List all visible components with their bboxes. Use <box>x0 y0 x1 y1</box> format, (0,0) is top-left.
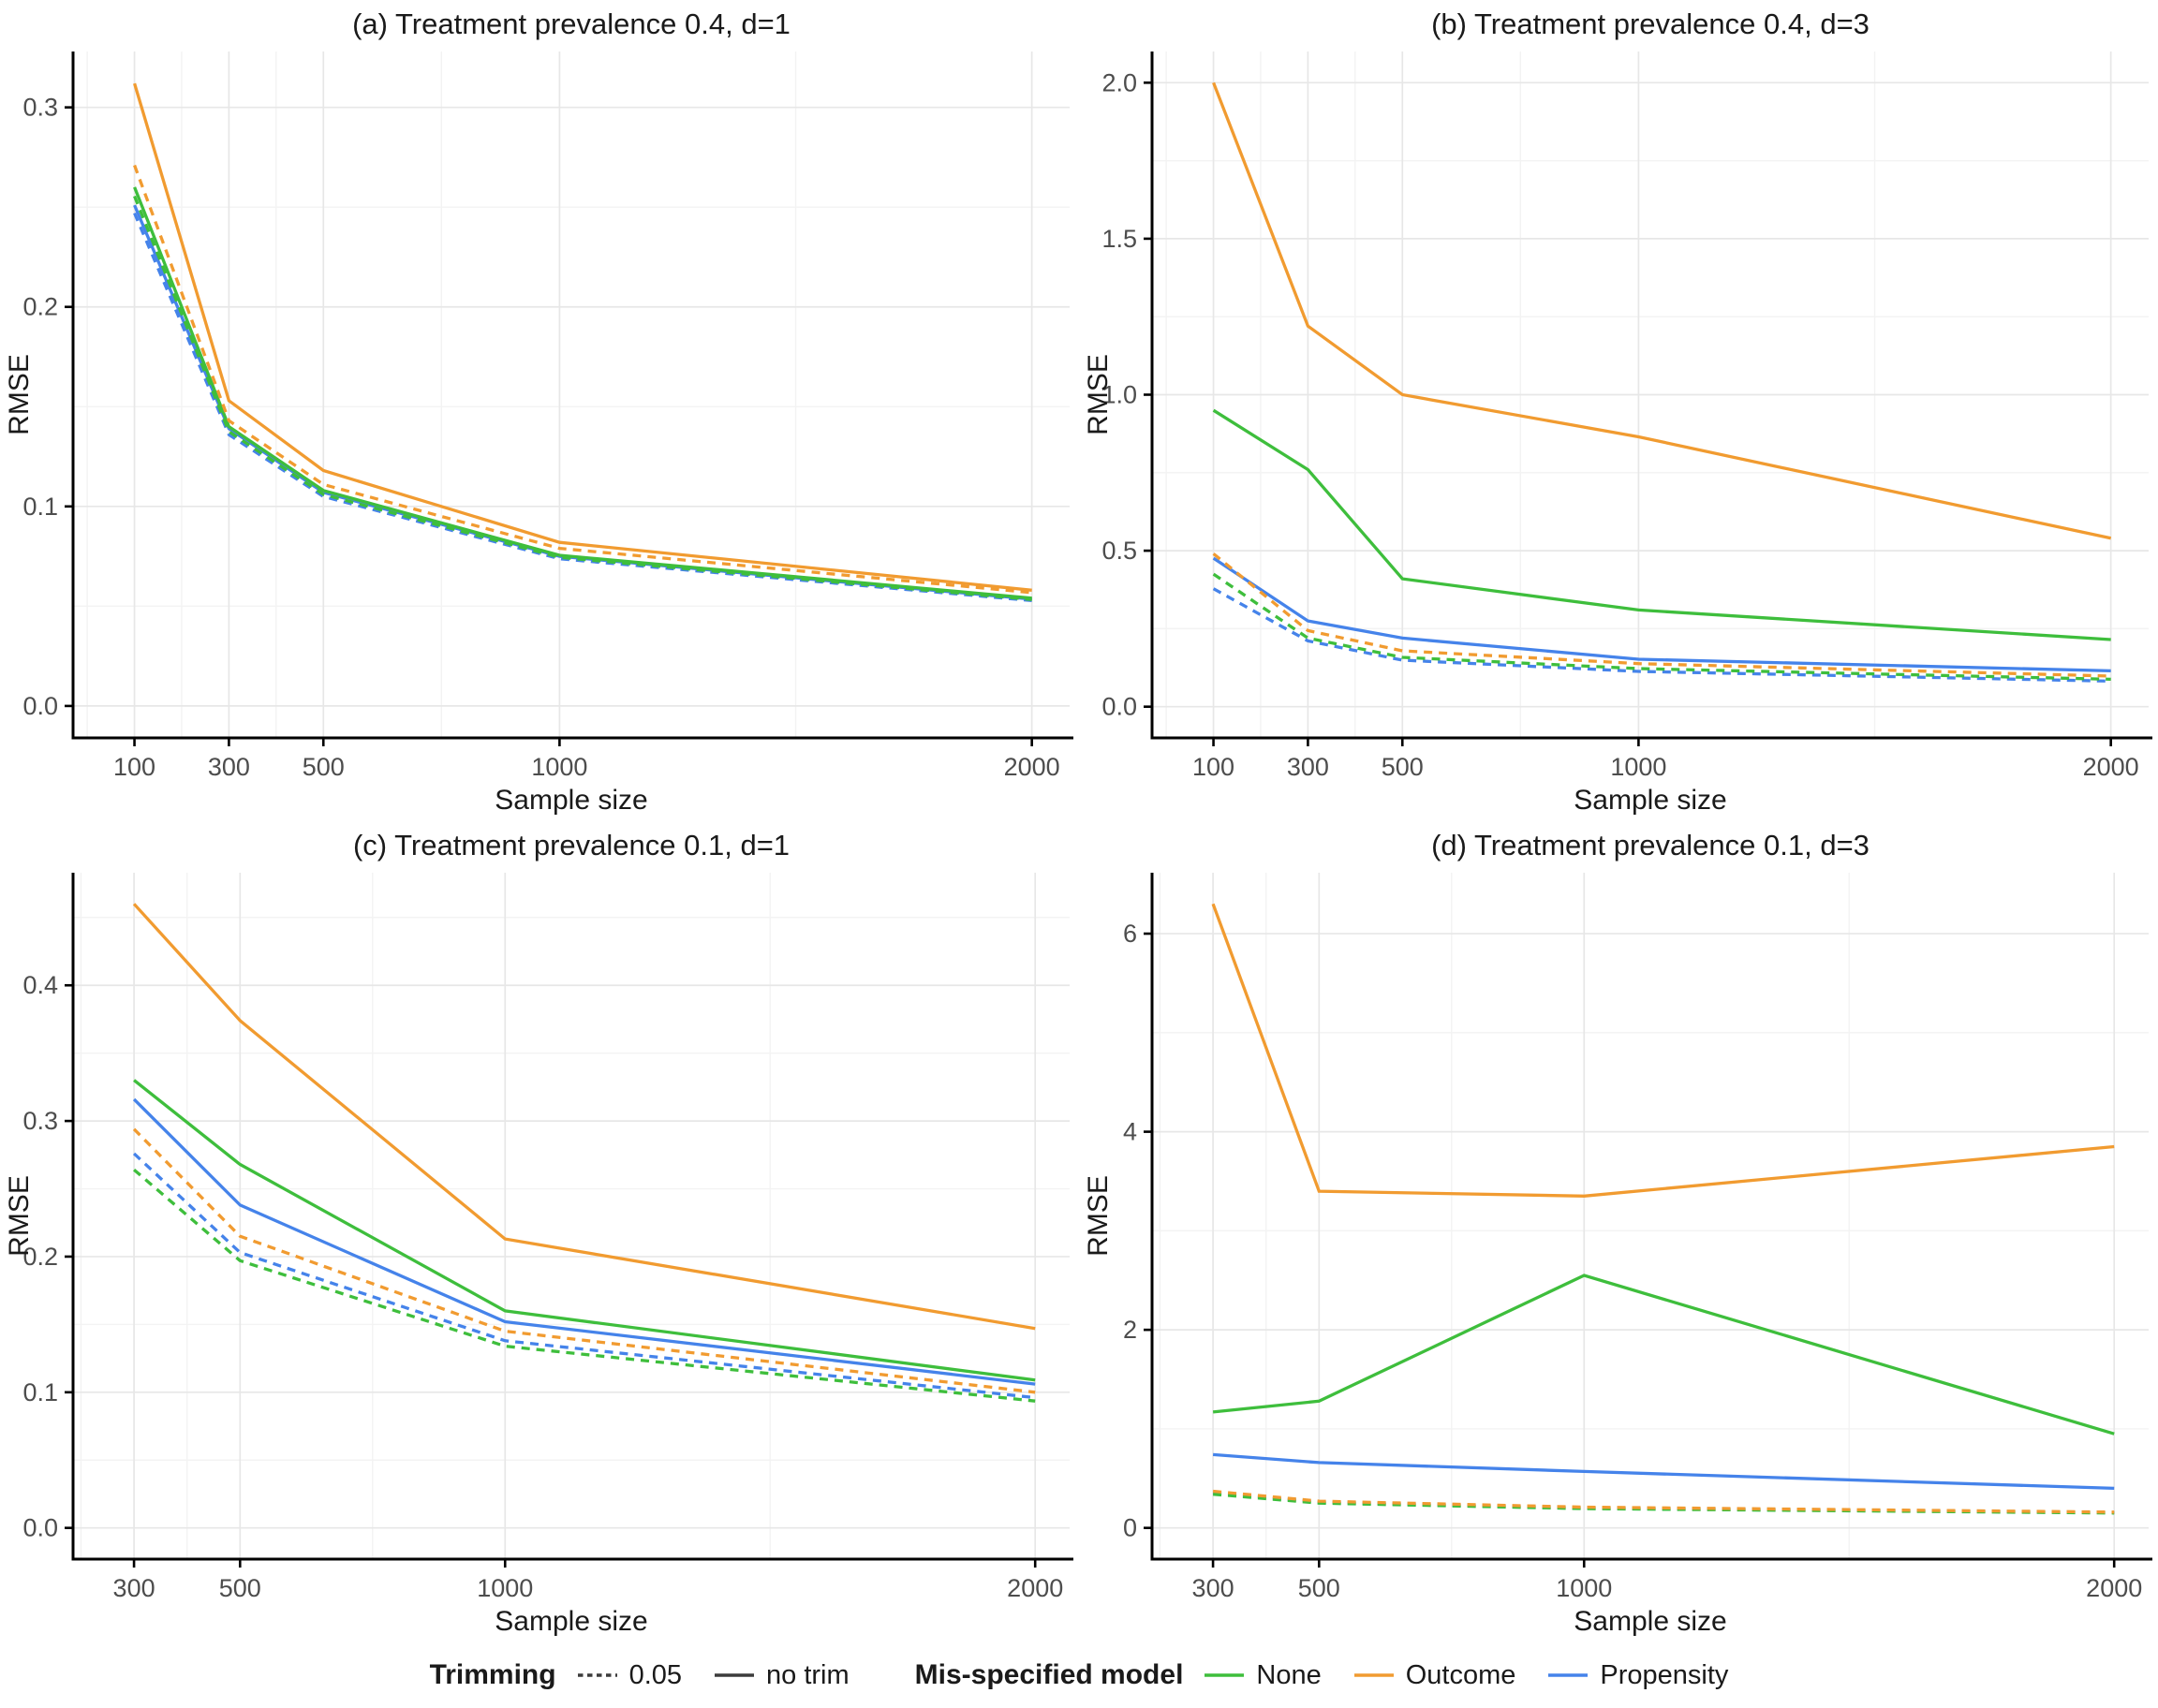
panel-title: (b) Treatment prevalence 0.4, d=3 <box>1431 7 1870 40</box>
legend-label-005: 0.05 <box>628 1659 683 1690</box>
y-tick-label: 0.0 <box>1101 693 1137 721</box>
legend-item-none: None <box>1204 1659 1322 1691</box>
x-axis-label: Sample size <box>1574 785 1726 816</box>
x-axis-label: Sample size <box>1574 1606 1726 1637</box>
legend-label-outcome: Outcome <box>1405 1659 1516 1690</box>
y-tick-label: 2.0 <box>1101 68 1137 96</box>
x-tick-label: 100 <box>1192 753 1234 781</box>
y-tick-label: 6 <box>1123 920 1137 948</box>
x-tick-label: 2000 <box>1007 1574 1063 1602</box>
panel-a: 100 300 500 1000 2000 0.0 0.1 0.2 0.3 (a) Treatme… <box>0 0 1079 821</box>
series-line-propensity-notrim <box>133 204 1032 601</box>
y-tick-label: 0.1 <box>22 493 58 521</box>
y-axis-label: RMSE <box>1083 1175 1114 1257</box>
x-tick-label: 2000 <box>1004 753 1060 781</box>
panel-title: (d) Treatment prevalence 0.1, d=3 <box>1431 829 1870 861</box>
y-tick-label: 0.2 <box>22 1243 58 1271</box>
panel-title: (c) Treatment prevalence 0.1, d=1 <box>353 829 790 861</box>
x-tick-label: 500 <box>1382 753 1424 781</box>
y-axis-label: RMSE <box>1083 354 1114 435</box>
legend-model-title: Mis-specified model <box>914 1659 1184 1690</box>
y-tick-label: 0.4 <box>22 971 58 999</box>
series-line-none-notrim <box>133 186 1032 600</box>
chart-svg-d: 300 500 1000 2000 0 2 4 6 (d) Treatment prevalen… <box>1083 829 2152 1637</box>
legend-item-propensity: Propensity <box>1547 1660 1728 1691</box>
y-axis-label: RMSE <box>4 1175 35 1257</box>
y-tick-label: 0 <box>1123 1514 1137 1542</box>
x-tick-label: 500 <box>219 1574 261 1602</box>
panel-d: 300 500 1000 2000 0 2 4 6 (d) Treatment prevalen… <box>1079 821 2158 1642</box>
x-tick-label: 300 <box>1287 753 1329 781</box>
series-line-outcome-notrim <box>132 903 1036 1331</box>
y-tick-label: 4 <box>1123 1118 1137 1146</box>
series-line-none-trim005 <box>133 195 1032 601</box>
series-line-outcome-trim005 <box>133 164 1032 595</box>
chart-svg-c: 300 500 1000 2000 0.0 0.1 0.2 0.3 0.4 (c) Treatme… <box>4 829 1073 1637</box>
x-tick-label: 100 <box>113 753 155 781</box>
series-line-propensity-notrim <box>1212 556 2111 673</box>
x-tick-label: 1000 <box>531 753 587 781</box>
legend-label-none: None <box>1256 1659 1322 1690</box>
panel-title: (a) Treatment prevalence 0.4, d=1 <box>352 7 791 40</box>
series-line-propensity-notrim <box>132 1097 1036 1386</box>
series-line-outcome-trim005 <box>1212 552 2111 678</box>
legend: Trimming 0.05 no trim Mis-specified mode… <box>0 1642 2158 1708</box>
x-tick-label: 1000 <box>477 1574 533 1602</box>
legend-label-propensity: Propensity <box>1600 1659 1729 1690</box>
series-line-outcome-notrim <box>1211 903 2115 1198</box>
series-line-outcome-notrim <box>133 82 1032 592</box>
y-tick-label: 0.0 <box>22 692 58 720</box>
series-line-none-notrim <box>133 1079 1036 1382</box>
panel-c: 300 500 1000 2000 0.0 0.1 0.2 0.3 0.4 (c) Treatme… <box>0 821 1079 1642</box>
legend-item-outcome: Outcome <box>1353 1659 1516 1691</box>
y-tick-label: 0.2 <box>22 293 58 321</box>
series-line-outcome-notrim <box>1212 81 2112 540</box>
series-line-none-trim005 <box>133 1168 1036 1403</box>
series-line-outcome-trim005 <box>1212 1489 2115 1514</box>
dashed-line-swatch <box>577 1673 617 1677</box>
x-tick-label: 2000 <box>2083 753 2139 781</box>
y-tick-label: 1.0 <box>1101 381 1137 409</box>
series-line-outcome-trim005 <box>132 1127 1036 1394</box>
y-tick-label: 0.1 <box>22 1378 58 1406</box>
series-line-none-notrim <box>1212 1274 2115 1436</box>
blue-line-swatch <box>1548 1673 1589 1677</box>
x-axis-label: Sample size <box>495 785 647 816</box>
y-tick-label: 2 <box>1123 1316 1137 1344</box>
series-line-none-trim005 <box>1212 572 2111 682</box>
y-tick-label: 0.0 <box>22 1514 58 1542</box>
legend-item-no-trim: no trim <box>714 1660 850 1691</box>
chart-svg-a: 100 300 500 1000 2000 0.0 0.1 0.2 0.3 (a) Treatme… <box>4 7 1073 816</box>
y-tick-label: 0.3 <box>22 94 58 122</box>
chart-svg-b: 100 300 500 1000 2000 0.0 0.5 1.0 1.5 2.0 (b) Trea… <box>1083 7 2152 816</box>
x-tick-label: 300 <box>208 753 250 781</box>
y-tick-label: 0.5 <box>1101 537 1137 565</box>
legend-label-no-trim: no trim <box>766 1659 850 1690</box>
legend-trimming-title: Trimming <box>429 1659 556 1690</box>
x-tick-label: 2000 <box>2086 1574 2142 1602</box>
y-tick-label: 1.5 <box>1101 225 1137 253</box>
series-line-none-notrim <box>1212 408 2111 641</box>
x-tick-label: 500 <box>1298 1574 1340 1602</box>
series-line-propensity-notrim <box>1212 1452 2115 1491</box>
x-axis-label: Sample size <box>495 1606 647 1637</box>
x-tick-label: 1000 <box>1610 753 1666 781</box>
legend-item-trim-005: 0.05 <box>577 1660 682 1691</box>
series-line-propensity-trim005 <box>132 1152 1036 1400</box>
x-tick-label: 300 <box>113 1574 155 1602</box>
y-axis-label: RMSE <box>4 354 35 435</box>
x-tick-label: 500 <box>303 753 345 781</box>
green-line-swatch <box>1205 1673 1245 1677</box>
panel-b: 100 300 500 1000 2000 0.0 0.5 1.0 1.5 2.0 (b) Trea… <box>1079 0 2158 821</box>
y-tick-label: 0.3 <box>22 1107 58 1135</box>
x-tick-label: 1000 <box>1556 1574 1612 1602</box>
orange-line-swatch <box>1353 1673 1394 1677</box>
x-tick-label: 300 <box>1192 1574 1234 1602</box>
solid-line-swatch <box>715 1673 755 1677</box>
